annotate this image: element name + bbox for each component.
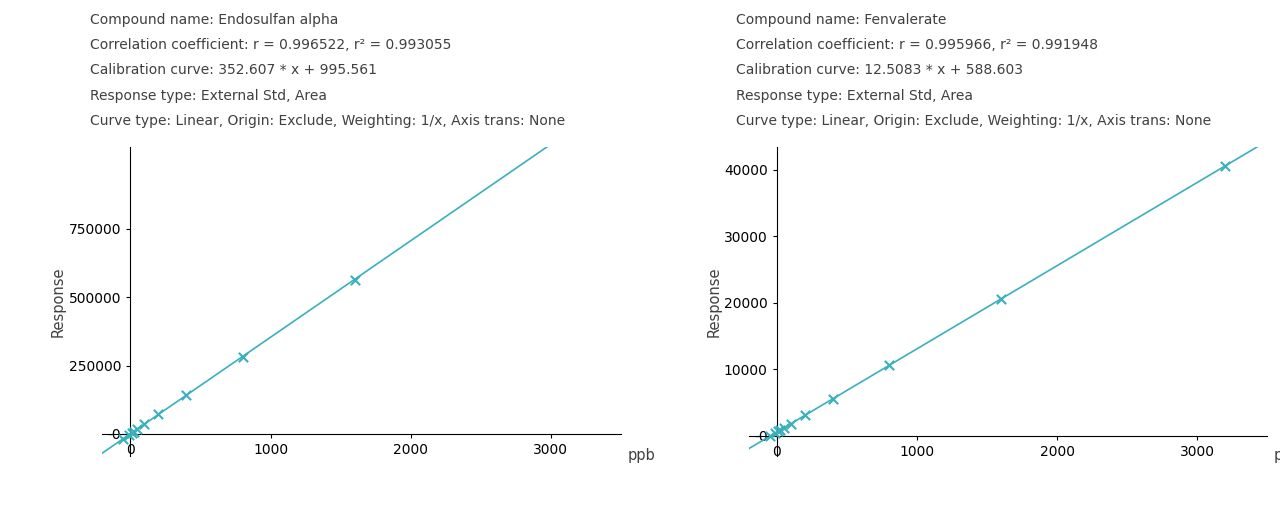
Point [823,395,844,403]
Point [781,420,801,428]
Point [119,431,140,439]
Point [795,411,815,420]
Point [759,432,780,440]
Point [344,276,365,284]
Point [773,424,794,432]
Point [124,428,145,436]
Point [134,420,155,428]
Point [232,352,252,361]
Point [113,434,133,443]
Text: Curve type: Linear, Origin: Exclude, Weighting: 1/x, Axis trans: None: Curve type: Linear, Origin: Exclude, Wei… [736,114,1211,128]
Text: Compound name: Endosulfan alpha: Compound name: Endosulfan alpha [90,13,338,27]
Point [765,429,786,437]
Text: Correlation coefficient: r = 0.995966, r² = 0.991948: Correlation coefficient: r = 0.995966, r… [736,38,1098,52]
X-axis label: ppb: ppb [1274,449,1280,463]
Point [878,362,899,370]
Point [1215,162,1235,170]
Text: Curve type: Linear, Origin: Exclude, Weighting: 1/x, Axis trans: None: Curve type: Linear, Origin: Exclude, Wei… [90,114,564,128]
Text: Compound name: Fenvalerate: Compound name: Fenvalerate [736,13,946,27]
Text: Response type: External Std, Area: Response type: External Std, Area [90,89,326,103]
Text: Calibration curve: 352.607 * x + 995.561: Calibration curve: 352.607 * x + 995.561 [90,63,376,78]
Point [991,295,1011,303]
Text: Correlation coefficient: r = 0.996522, r² = 0.993055: Correlation coefficient: r = 0.996522, r… [90,38,451,52]
Point [122,429,142,437]
Y-axis label: Response: Response [51,266,67,336]
Point [568,121,589,129]
Y-axis label: Response: Response [707,266,721,336]
X-axis label: ppb: ppb [627,449,655,463]
Point [768,427,788,435]
Point [771,426,791,434]
Point [148,410,169,419]
Point [127,425,147,433]
Text: Response type: External Std, Area: Response type: External Std, Area [736,89,973,103]
Point [177,391,197,399]
Text: Calibration curve: 12.5083 * x + 588.603: Calibration curve: 12.5083 * x + 588.603 [736,63,1023,78]
